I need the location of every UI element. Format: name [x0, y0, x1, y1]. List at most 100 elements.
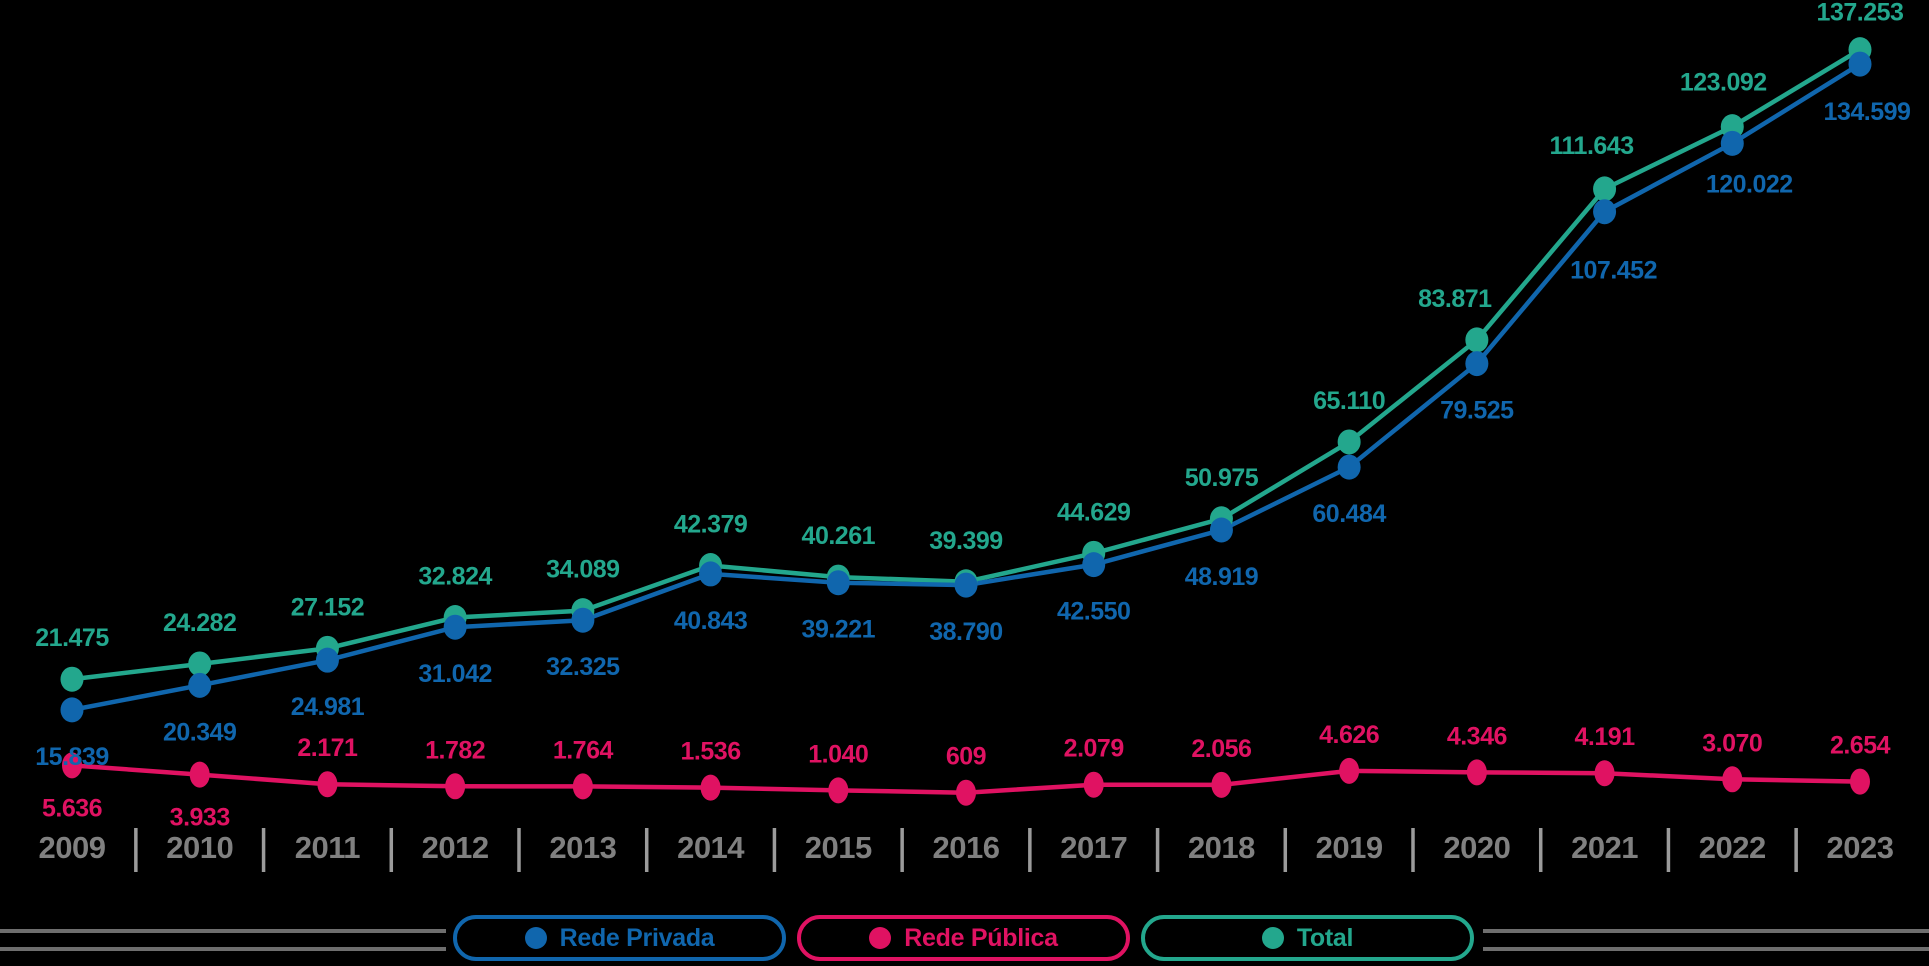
value-label-rede-privada-2015: 39.221 [802, 616, 876, 644]
value-label-rede-privada-2020: 79.525 [1440, 397, 1514, 425]
year-separator-6 [900, 828, 904, 872]
value-label-rede-pública-2010: 3.933 [170, 804, 230, 832]
value-label-total-2010: 24.282 [163, 609, 236, 637]
data-point-rede-pública-2012 [445, 773, 466, 800]
year-separator-1 [261, 828, 266, 872]
year-separator-5 [772, 828, 777, 872]
year-separator-3 [517, 828, 521, 872]
year-label-2023: 2023 [1827, 830, 1894, 865]
value-label-total-2011: 27.152 [291, 593, 364, 621]
data-point-rede-pública-2019 [1339, 757, 1360, 784]
value-label-rede-privada-2017: 42.550 [1057, 598, 1130, 626]
year-label-2010: 2010 [166, 830, 233, 865]
year-label-2015: 2015 [805, 830, 872, 865]
data-point-rede-pública-2013 [572, 773, 593, 800]
data-point-rede-pública-2022 [1722, 766, 1743, 793]
value-label-rede-pública-2023: 2.654 [1830, 732, 1891, 760]
value-label-rede-pública-2014: 1.536 [681, 738, 741, 766]
data-point-rede-pública-2023 [1849, 768, 1870, 795]
data-point-rede-privada-2011 [315, 647, 339, 673]
value-label-rede-pública-2013: 1.764 [553, 736, 614, 764]
data-point-rede-pública-2009 [62, 752, 82, 779]
value-label-rede-pública-2017: 2.079 [1064, 735, 1124, 763]
value-label-total-2018: 50.975 [1185, 464, 1259, 492]
data-point-rede-pública-2010 [189, 761, 210, 788]
data-point-rede-pública-2017 [1083, 771, 1104, 798]
value-label-total-2016: 39.399 [929, 527, 1002, 555]
value-label-rede-pública-2018: 2.056 [1191, 735, 1251, 763]
value-label-total-2022: 123.092 [1680, 69, 1767, 97]
data-point-total-2021 [1593, 176, 1617, 202]
data-point-rede-pública-2014 [700, 774, 721, 801]
value-label-rede-pública-2011: 2.171 [297, 734, 358, 762]
year-label-2022: 2022 [1699, 830, 1766, 865]
data-point-rede-privada-2013 [571, 607, 595, 633]
year-label-2011: 2011 [295, 830, 361, 865]
year-label-2019: 2019 [1316, 830, 1383, 865]
year-separator-13 [1794, 828, 1798, 872]
value-label-rede-privada-2022: 120.022 [1706, 170, 1793, 198]
data-point-rede-privada-2016 [954, 572, 978, 598]
year-separator-4 [644, 828, 649, 872]
value-label-rede-privada-2009: 15.839 [35, 743, 108, 771]
value-label-rede-privada-2013: 32.325 [546, 653, 620, 681]
data-point-rede-privada-2012 [443, 614, 467, 640]
value-label-total-2009: 21.475 [35, 624, 109, 652]
year-separator-12 [1666, 828, 1671, 872]
data-point-total-2009 [60, 666, 84, 692]
data-point-rede-pública-2018 [1211, 771, 1232, 798]
data-point-rede-privada-2017 [1082, 552, 1106, 578]
year-label-2014: 2014 [677, 830, 745, 865]
data-point-rede-pública-2020 [1466, 759, 1487, 786]
value-label-total-2014: 42.379 [674, 511, 747, 539]
data-point-rede-pública-2021 [1594, 760, 1615, 787]
year-separator-11 [1538, 828, 1543, 872]
year-label-2013: 2013 [549, 830, 616, 865]
year-label-2021: 2021 [1571, 830, 1638, 865]
value-label-rede-privada-2014: 40.843 [674, 607, 747, 635]
data-point-rede-privada-2014 [699, 561, 723, 587]
year-separator-8 [1155, 828, 1160, 872]
data-point-rede-pública-2016 [955, 779, 976, 806]
data-point-total-2010 [188, 651, 212, 677]
value-label-total-2012: 32.824 [418, 563, 492, 591]
year-label-2016: 2016 [933, 830, 1000, 865]
value-label-total-2019: 65.110 [1313, 387, 1385, 415]
value-label-rede-pública-2015: 1.040 [808, 740, 868, 768]
value-label-total-2013: 34.089 [546, 556, 619, 584]
data-point-rede-pública-2015 [828, 777, 849, 804]
year-separator-0 [134, 828, 138, 872]
value-label-rede-privada-2023: 134.599 [1824, 98, 1911, 126]
value-label-rede-pública-2012: 1.782 [425, 736, 485, 764]
value-label-total-2020: 83.871 [1418, 285, 1492, 313]
year-separator-9 [1283, 828, 1288, 872]
year-label-2020: 2020 [1443, 830, 1510, 865]
value-label-total-2021: 111.643 [1550, 132, 1634, 160]
data-point-rede-privada-2022 [1720, 130, 1744, 156]
data-point-rede-privada-2023 [1848, 51, 1872, 77]
year-separator-10 [1411, 828, 1415, 872]
data-point-total-2020 [1465, 327, 1489, 353]
value-label-rede-pública-2021: 4.191 [1575, 723, 1636, 751]
year-label-2017: 2017 [1060, 830, 1127, 865]
data-point-rede-pública-2011 [317, 771, 338, 798]
year-label-2009: 2009 [39, 830, 106, 865]
value-label-rede-pública-2016: 609 [946, 743, 986, 771]
data-point-total-2019 [1337, 429, 1361, 455]
data-point-rede-privada-2010 [188, 672, 212, 698]
year-label-2012: 2012 [422, 830, 489, 865]
value-label-rede-pública-2009: 5.636 [42, 794, 102, 822]
year-separator-2 [389, 828, 394, 872]
value-label-rede-privada-2016: 38.790 [929, 618, 1002, 646]
data-point-rede-privada-2009 [60, 697, 84, 723]
value-label-rede-pública-2019: 4.626 [1319, 721, 1379, 749]
data-point-rede-privada-2018 [1209, 517, 1233, 543]
year-label-2018: 2018 [1188, 830, 1255, 865]
value-label-rede-privada-2021: 107.452 [1570, 257, 1657, 285]
value-label-total-2015: 40.261 [802, 522, 876, 550]
value-label-rede-pública-2020: 4.346 [1447, 722, 1507, 750]
value-label-total-2017: 44.629 [1057, 498, 1130, 526]
data-point-rede-privada-2021 [1593, 199, 1617, 225]
year-separator-7 [1028, 828, 1032, 872]
